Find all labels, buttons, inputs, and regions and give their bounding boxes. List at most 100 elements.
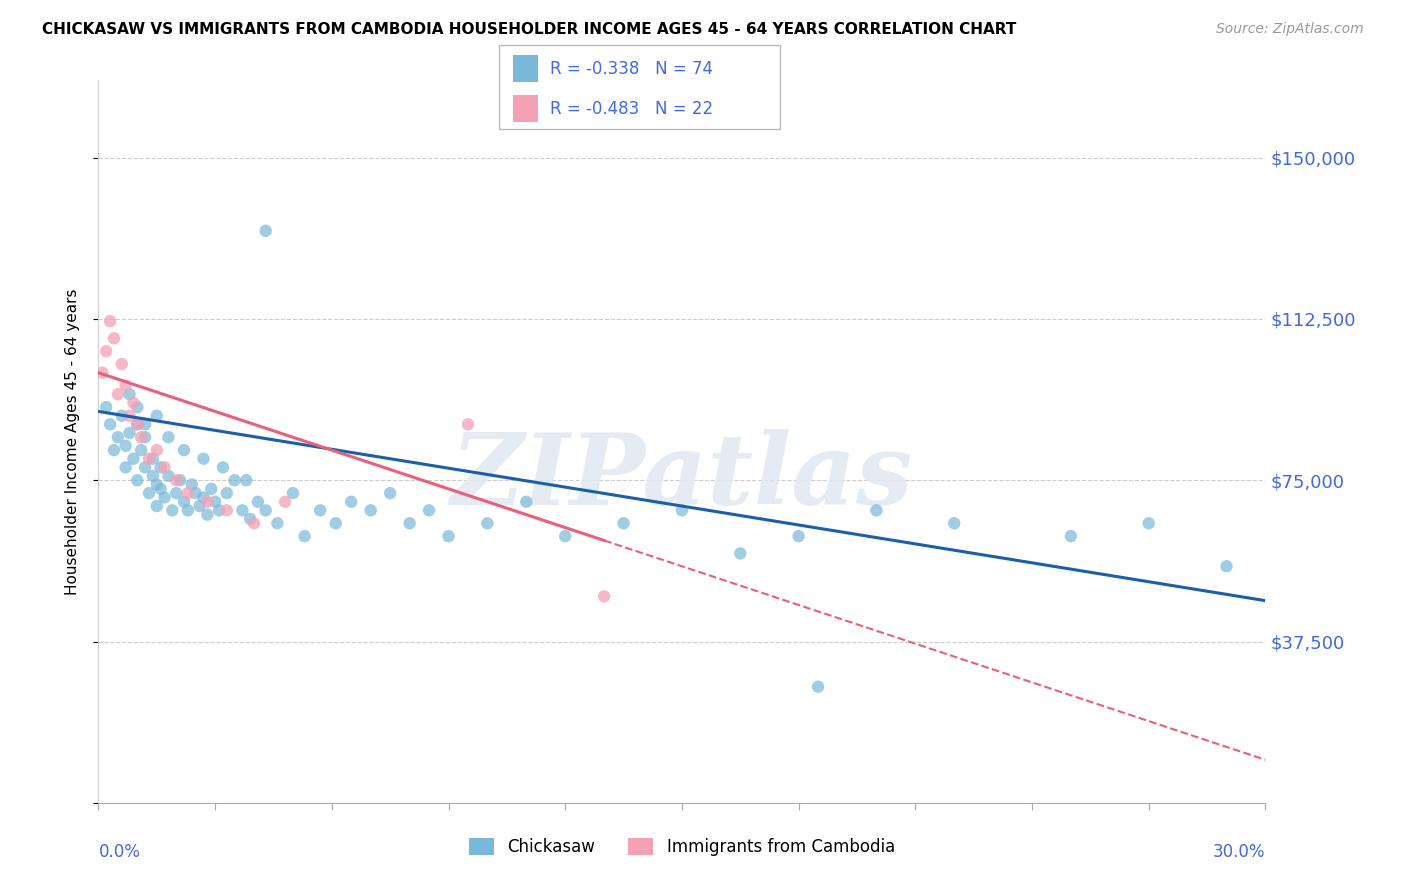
Point bbox=[457, 417, 479, 432]
Point bbox=[118, 409, 141, 423]
Point bbox=[122, 451, 145, 466]
Point bbox=[515, 494, 537, 508]
Point bbox=[554, 529, 576, 543]
Text: R = -0.338   N = 74: R = -0.338 N = 74 bbox=[550, 60, 713, 78]
Point bbox=[96, 344, 118, 359]
Point bbox=[165, 473, 187, 487]
Point bbox=[127, 417, 149, 432]
Point bbox=[671, 503, 693, 517]
Point bbox=[118, 387, 141, 401]
Point bbox=[1215, 559, 1237, 574]
Point bbox=[340, 494, 363, 508]
Point bbox=[91, 366, 114, 380]
Point bbox=[188, 499, 211, 513]
Point bbox=[149, 460, 172, 475]
Point bbox=[114, 378, 136, 392]
Point bbox=[129, 430, 152, 444]
Text: 30.0%: 30.0% bbox=[1213, 843, 1265, 861]
Point bbox=[215, 503, 238, 517]
Y-axis label: Householder Income Ages 45 - 64 years: Householder Income Ages 45 - 64 years bbox=[65, 288, 80, 595]
Point bbox=[180, 477, 202, 491]
Point bbox=[129, 443, 152, 458]
Text: R = -0.483   N = 22: R = -0.483 N = 22 bbox=[550, 100, 713, 118]
Point bbox=[96, 400, 118, 414]
Point bbox=[224, 473, 246, 487]
Point bbox=[127, 473, 149, 487]
Point bbox=[943, 516, 966, 531]
Text: Source: ZipAtlas.com: Source: ZipAtlas.com bbox=[1216, 22, 1364, 37]
Point bbox=[215, 486, 238, 500]
Point bbox=[111, 357, 134, 371]
Point bbox=[865, 503, 887, 517]
Point bbox=[103, 443, 125, 458]
Point bbox=[149, 482, 172, 496]
Point bbox=[613, 516, 636, 531]
Point bbox=[142, 469, 165, 483]
Point bbox=[107, 387, 129, 401]
Point bbox=[294, 529, 316, 543]
Point bbox=[134, 417, 156, 432]
Point bbox=[204, 494, 226, 508]
Point bbox=[1137, 516, 1160, 531]
Point bbox=[142, 451, 165, 466]
Point bbox=[246, 494, 269, 508]
Point bbox=[195, 494, 218, 508]
Point bbox=[1060, 529, 1083, 543]
Text: CHICKASAW VS IMMIGRANTS FROM CAMBODIA HOUSEHOLDER INCOME AGES 45 - 64 YEARS CORR: CHICKASAW VS IMMIGRANTS FROM CAMBODIA HO… bbox=[42, 22, 1017, 37]
Point bbox=[173, 443, 195, 458]
Point bbox=[266, 516, 288, 531]
Point bbox=[398, 516, 420, 531]
Point bbox=[138, 486, 160, 500]
Point bbox=[127, 400, 149, 414]
Point bbox=[107, 430, 129, 444]
Point bbox=[787, 529, 810, 543]
Point bbox=[418, 503, 440, 517]
Point bbox=[134, 460, 156, 475]
Point bbox=[153, 460, 176, 475]
Point bbox=[235, 473, 257, 487]
Point bbox=[114, 460, 136, 475]
Point bbox=[146, 499, 169, 513]
Point bbox=[157, 430, 180, 444]
Point bbox=[281, 486, 304, 500]
Legend: Chickasaw, Immigrants from Cambodia: Chickasaw, Immigrants from Cambodia bbox=[463, 831, 901, 863]
Point bbox=[193, 491, 215, 505]
Point bbox=[325, 516, 347, 531]
Point bbox=[138, 451, 160, 466]
Point bbox=[477, 516, 499, 531]
Point bbox=[111, 409, 134, 423]
Point bbox=[254, 224, 277, 238]
Text: ZIPatlas: ZIPatlas bbox=[451, 429, 912, 526]
Point bbox=[169, 473, 191, 487]
Point bbox=[807, 680, 830, 694]
Point bbox=[146, 477, 169, 491]
Point bbox=[730, 546, 752, 560]
Point bbox=[177, 486, 200, 500]
Point bbox=[103, 331, 125, 345]
Point bbox=[593, 590, 616, 604]
Point bbox=[157, 469, 180, 483]
Point bbox=[153, 491, 176, 505]
Point bbox=[212, 460, 235, 475]
Point bbox=[122, 396, 145, 410]
Point bbox=[146, 443, 169, 458]
Point bbox=[98, 417, 121, 432]
Point bbox=[146, 409, 169, 423]
Point bbox=[437, 529, 460, 543]
Text: 0.0%: 0.0% bbox=[98, 843, 141, 861]
Point bbox=[165, 486, 187, 500]
Point bbox=[380, 486, 402, 500]
Point bbox=[274, 494, 297, 508]
Point bbox=[184, 486, 207, 500]
Point bbox=[239, 512, 262, 526]
Point bbox=[127, 417, 149, 432]
Point bbox=[200, 482, 222, 496]
Point bbox=[193, 451, 215, 466]
Point bbox=[114, 439, 136, 453]
Point bbox=[173, 494, 195, 508]
Point bbox=[243, 516, 266, 531]
Point bbox=[254, 503, 277, 517]
Point bbox=[309, 503, 332, 517]
Point bbox=[98, 314, 121, 328]
Point bbox=[118, 425, 141, 440]
